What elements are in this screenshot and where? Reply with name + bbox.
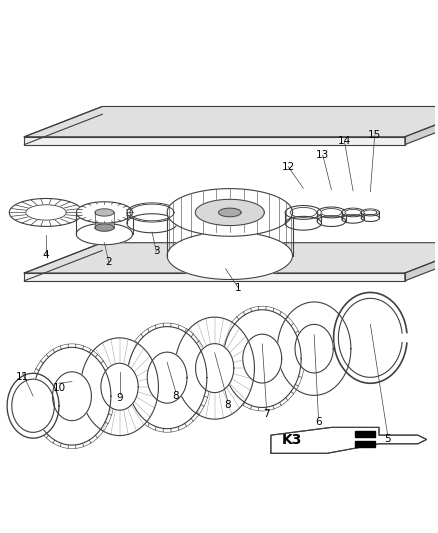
Polygon shape [167,189,293,236]
Polygon shape [345,209,361,215]
Polygon shape [219,208,241,217]
Text: 4: 4 [43,249,49,260]
Polygon shape [196,344,234,393]
Text: 15: 15 [368,131,381,141]
Polygon shape [81,338,159,435]
Polygon shape [295,325,333,373]
Polygon shape [9,198,83,227]
Polygon shape [53,372,92,421]
Text: 14: 14 [338,136,351,146]
Polygon shape [33,348,111,445]
Text: 9: 9 [116,393,123,403]
Text: K3: K3 [282,433,302,447]
Polygon shape [101,364,138,410]
Polygon shape [127,327,207,429]
Text: 8: 8 [224,400,231,410]
Polygon shape [175,317,254,419]
Polygon shape [195,199,264,225]
Text: 8: 8 [173,391,179,401]
Text: 3: 3 [153,246,159,256]
Polygon shape [285,206,321,220]
Polygon shape [277,302,351,395]
Polygon shape [271,427,427,453]
Polygon shape [147,352,187,403]
Polygon shape [7,373,59,438]
Text: 13: 13 [316,150,329,160]
Text: 7: 7 [263,408,270,418]
Bar [355,441,374,447]
Polygon shape [317,207,346,218]
Polygon shape [25,273,405,281]
Polygon shape [285,216,321,230]
Polygon shape [76,202,133,223]
Polygon shape [25,107,438,137]
Polygon shape [130,204,174,221]
Text: 10: 10 [53,383,66,393]
Text: 12: 12 [282,161,295,172]
Polygon shape [76,223,133,245]
Polygon shape [167,232,293,279]
Polygon shape [317,216,346,227]
Polygon shape [361,209,379,216]
Polygon shape [127,203,177,222]
Polygon shape [223,310,301,407]
Polygon shape [26,205,66,220]
Text: 1: 1 [235,283,242,293]
Polygon shape [12,379,54,432]
Polygon shape [405,107,438,144]
Polygon shape [243,334,282,383]
Polygon shape [342,215,364,223]
Polygon shape [361,215,379,222]
Polygon shape [95,209,114,216]
Polygon shape [25,243,438,273]
Polygon shape [290,207,316,217]
Text: 11: 11 [16,372,29,382]
Polygon shape [127,214,177,233]
Polygon shape [334,293,407,383]
Bar [355,431,374,437]
Polygon shape [405,243,438,281]
Text: 6: 6 [315,417,322,427]
Polygon shape [321,208,342,216]
Polygon shape [25,137,405,144]
Polygon shape [95,224,114,231]
Text: 2: 2 [106,257,112,267]
Polygon shape [364,210,377,215]
Polygon shape [342,208,364,217]
Text: 5: 5 [384,434,391,445]
